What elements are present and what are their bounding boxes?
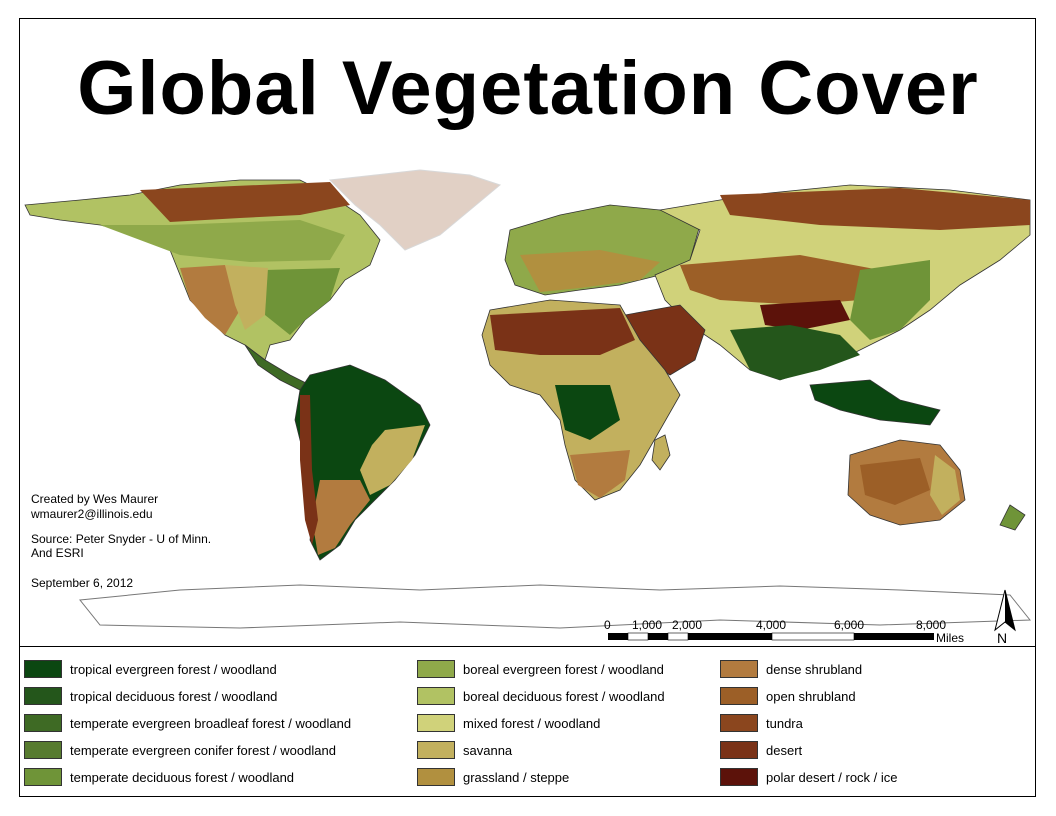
madagascar	[651, 434, 671, 471]
na-plains	[225, 265, 268, 330]
new-zealand	[999, 504, 1026, 531]
africa-congo	[555, 385, 620, 440]
legend-swatch	[417, 741, 455, 759]
legend-label: temperate deciduous forest / woodland	[70, 770, 295, 785]
north-label: N	[997, 630, 1008, 646]
legend-swatch	[720, 687, 758, 705]
legend-label: open shrubland	[766, 689, 856, 704]
asia-south-forest	[730, 325, 860, 380]
asia-desert	[680, 255, 880, 305]
aus-east	[930, 455, 960, 515]
legend-label: tropical deciduous forest / woodland	[70, 689, 278, 704]
legend-swatch	[24, 741, 62, 759]
credit-author: Created by Wes Maurer	[31, 492, 159, 506]
legend-swatch	[720, 660, 758, 678]
indonesia	[809, 379, 941, 426]
legend	[19, 646, 1036, 797]
eu-mixed	[520, 250, 660, 292]
legend-swatch	[24, 660, 62, 678]
na-east-forest	[265, 268, 340, 335]
scale-label: 6,000	[834, 618, 865, 632]
legend-label: dense shrubland	[766, 662, 863, 677]
legend-label: savanna	[463, 743, 513, 758]
legend-label: grassland / steppe	[463, 770, 570, 785]
na-boreal	[100, 220, 345, 262]
credit-date: September 6, 2012	[31, 576, 134, 590]
africa-south-shrub	[570, 450, 630, 498]
sa-andes	[300, 395, 318, 545]
legend-swatch	[417, 714, 455, 732]
na-tundra	[140, 182, 350, 222]
legend-label: temperate evergreen broadleaf forest / w…	[70, 716, 352, 731]
asia-east	[850, 260, 930, 340]
antarctica	[79, 584, 1032, 629]
legend-swatch	[720, 768, 758, 786]
credit-source: Source: Peter Snyder - U of Minn.	[31, 532, 212, 546]
scale-label: 0	[604, 618, 611, 632]
scale-label: 2,000	[672, 618, 703, 632]
scale-label: 4,000	[756, 618, 787, 632]
legend-swatch	[720, 741, 758, 759]
scale-label: 1,000	[632, 618, 663, 632]
scale-label: 8,000	[916, 618, 947, 632]
legend-swatch	[417, 660, 455, 678]
na-west-shrub	[180, 265, 240, 335]
legend-swatch	[24, 687, 62, 705]
africa-sahara	[490, 308, 635, 355]
asia-tundra	[720, 188, 1030, 230]
credit-email: wmaurer2@illinois.edu	[31, 507, 153, 521]
legend-label: temperate evergreen conifer forest / woo…	[70, 743, 336, 758]
legend-swatch	[24, 714, 62, 732]
map-title: Global Vegetation Cover	[77, 46, 979, 131]
legend-label: polar desert / rock / ice	[766, 770, 898, 785]
sa-south	[312, 480, 370, 555]
legend-label: mixed forest / woodland	[463, 716, 601, 731]
legend-swatch	[24, 768, 62, 786]
asia-himalaya	[760, 300, 850, 330]
legend-label: tundra	[766, 716, 803, 731]
sa-savanna	[360, 425, 425, 495]
legend-swatch	[720, 714, 758, 732]
greenland	[328, 169, 502, 251]
legend-swatch	[417, 768, 455, 786]
scale-unit: Miles	[936, 631, 965, 645]
credit-source-2: And ESRI	[31, 546, 84, 560]
aus-desert	[860, 458, 930, 505]
legend-label: boreal evergreen forest / woodland	[463, 662, 664, 677]
legend-label: tropical evergreen forest / woodland	[70, 662, 277, 677]
north-arrow-icon	[994, 589, 1016, 632]
legend-swatch	[417, 687, 455, 705]
scale-bar	[608, 632, 934, 641]
legend-label: boreal deciduous forest / woodland	[463, 689, 665, 704]
legend-label: desert	[766, 743, 803, 758]
